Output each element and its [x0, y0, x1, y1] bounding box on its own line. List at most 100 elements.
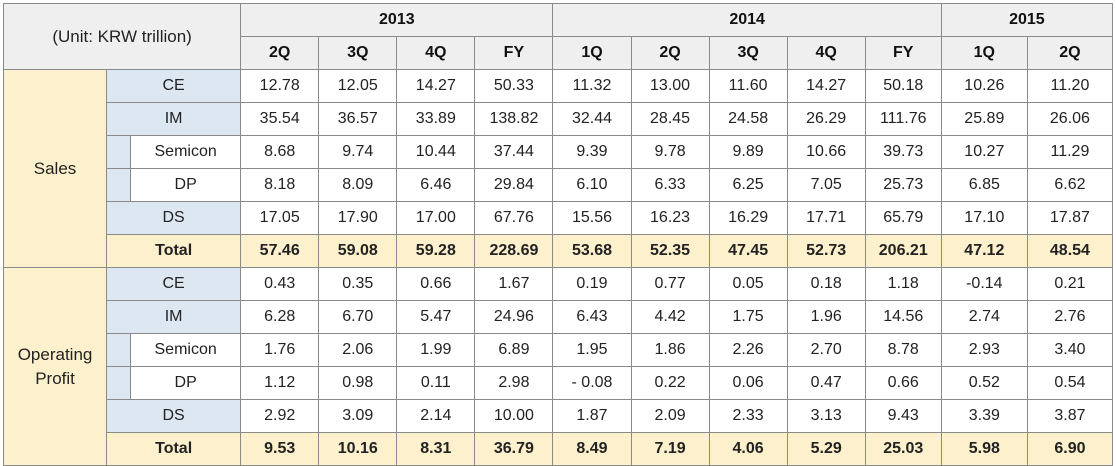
value-cell: - 0.08	[552, 366, 632, 400]
value-cell: 50.33	[474, 69, 554, 103]
value-cell: 17.71	[786, 201, 866, 235]
table-row: DP 8.18 8.09 6.46 29.84 6.10 6.33 6.25 7.05 25.73…	[4, 168, 1114, 202]
value-cell: 6.25	[708, 168, 788, 202]
value-cell: 6.10	[552, 168, 632, 202]
period-header: FY	[864, 36, 942, 70]
period-header-row: 2Q 3Q 4Q FY 1Q 2Q 3Q 4Q FY 1Q 2Q	[4, 36, 1114, 70]
total-value-cell: 9.53	[240, 432, 320, 466]
total-value-cell: 4.06	[708, 432, 788, 466]
period-header: 4Q	[396, 36, 476, 70]
total-value-cell: 53.68	[552, 234, 632, 268]
value-cell: 4.42	[630, 300, 710, 334]
period-header: 3Q	[318, 36, 398, 70]
value-cell: 1.87	[552, 399, 632, 433]
table-header: (Unit: KRW trillion) 2013 2014 2015 2Q 3…	[2, 3, 1114, 70]
table-row: DS 2.92 3.09 2.14 10.00 1.87 2.09 2.33 3.13 9.43 3…	[4, 399, 1114, 433]
year-header-2013: 2013	[240, 3, 554, 37]
value-cell: 2.93	[940, 333, 1028, 367]
value-cell: 0.05	[708, 267, 788, 301]
table-row: IM 35.54 36.57 33.89 138.82 32.44 28.45 24.58 26…	[4, 102, 1114, 136]
value-cell: 14.27	[396, 69, 476, 103]
value-cell: 2.76	[1026, 300, 1114, 334]
value-cell: 0.98	[318, 366, 398, 400]
value-cell: 10.44	[396, 135, 476, 169]
period-header: 2Q	[630, 36, 710, 70]
table-row: Semicon 8.68 9.74 10.44 37.44 9.39 9.78 9.89 10.…	[4, 135, 1114, 169]
value-cell: 0.19	[552, 267, 632, 301]
total-value-cell: 6.90	[1026, 432, 1114, 466]
group-label: Sales	[2, 69, 108, 268]
value-cell: 17.05	[240, 201, 320, 235]
value-cell: 0.06	[708, 366, 788, 400]
value-cell: 14.27	[786, 69, 866, 103]
value-cell: 50.18	[864, 69, 942, 103]
segment-label: Semicon	[130, 135, 242, 169]
table-row: IM 6.28 6.70 5.47 24.96 6.43 4.42 1.75 1.96 14.56…	[4, 300, 1114, 334]
value-cell: 32.44	[552, 102, 632, 136]
value-cell: 35.54	[240, 102, 320, 136]
value-cell: 8.68	[240, 135, 320, 169]
table-row: DS 17.05 17.90 17.00 67.76 15.56 16.23 16.29 17.…	[4, 201, 1114, 235]
value-cell: 17.10	[940, 201, 1028, 235]
value-cell: 12.78	[240, 69, 320, 103]
total-value-cell: 206.21	[864, 234, 942, 268]
period-header: 1Q	[940, 36, 1028, 70]
value-cell: 6.43	[552, 300, 632, 334]
period-header: 4Q	[786, 36, 866, 70]
table-row: Operating Profit CE 0.43 0.35 0.66 1.67 0.19 0.…	[2, 267, 1114, 466]
value-cell: 2.06	[318, 333, 398, 367]
value-cell: 12.05	[318, 69, 398, 103]
value-cell: 1.75	[708, 300, 788, 334]
value-cell: 1.76	[240, 333, 320, 367]
value-cell: 36.57	[318, 102, 398, 136]
value-cell: 8.18	[240, 168, 320, 202]
value-cell: 29.84	[474, 168, 554, 202]
year-header-row: (Unit: KRW trillion) 2013 2014 2015	[2, 3, 1114, 70]
value-cell: 111.76	[864, 102, 942, 136]
value-cell: 0.11	[396, 366, 476, 400]
total-value-cell: 7.19	[630, 432, 710, 466]
value-cell: 2.26	[708, 333, 788, 367]
indent-cell	[106, 333, 132, 367]
total-value-cell: 36.79	[474, 432, 554, 466]
group-label: Operating Profit	[2, 267, 108, 466]
value-cell: 28.45	[630, 102, 710, 136]
value-cell: 13.00	[630, 69, 710, 103]
value-cell: 2.14	[396, 399, 476, 433]
value-cell: 1.18	[864, 267, 942, 301]
value-cell: 6.89	[474, 333, 554, 367]
total-value-cell: 8.31	[396, 432, 476, 466]
value-cell: 37.44	[474, 135, 554, 169]
value-cell: 11.60	[708, 69, 788, 103]
segment-label: CE	[106, 69, 242, 103]
value-cell: 1.12	[240, 366, 320, 400]
value-cell: 9.39	[552, 135, 632, 169]
value-cell: 15.56	[552, 201, 632, 235]
total-value-cell: 47.12	[940, 234, 1028, 268]
value-cell: 2.74	[940, 300, 1028, 334]
value-cell: 0.47	[786, 366, 866, 400]
table-body: Sales CE 12.78 12.05 14.27 50.33 11.32 13.00 11.…	[2, 69, 1114, 466]
value-cell: 7.05	[786, 168, 866, 202]
period-header: 3Q	[708, 36, 788, 70]
indent-cell	[106, 168, 132, 202]
segment-label: Semicon	[130, 333, 242, 367]
period-header: 1Q	[552, 36, 632, 70]
indent-cell	[106, 366, 132, 400]
value-cell: 65.79	[864, 201, 942, 235]
value-cell: 25.73	[864, 168, 942, 202]
value-cell: 1.86	[630, 333, 710, 367]
segment-label: CE	[106, 267, 242, 301]
value-cell: 1.67	[474, 267, 554, 301]
value-cell: 11.29	[1026, 135, 1114, 169]
value-cell: 0.35	[318, 267, 398, 301]
value-cell: 0.77	[630, 267, 710, 301]
value-cell: 17.00	[396, 201, 476, 235]
value-cell: 3.39	[940, 399, 1028, 433]
financial-table: (Unit: KRW trillion) 2013 2014 2015 2Q 3…	[2, 3, 1114, 466]
total-value-cell: 48.54	[1026, 234, 1114, 268]
segment-label: DS	[106, 399, 242, 433]
total-value-cell: 57.46	[240, 234, 320, 268]
segment-label: DP	[130, 366, 242, 400]
value-cell: 10.00	[474, 399, 554, 433]
